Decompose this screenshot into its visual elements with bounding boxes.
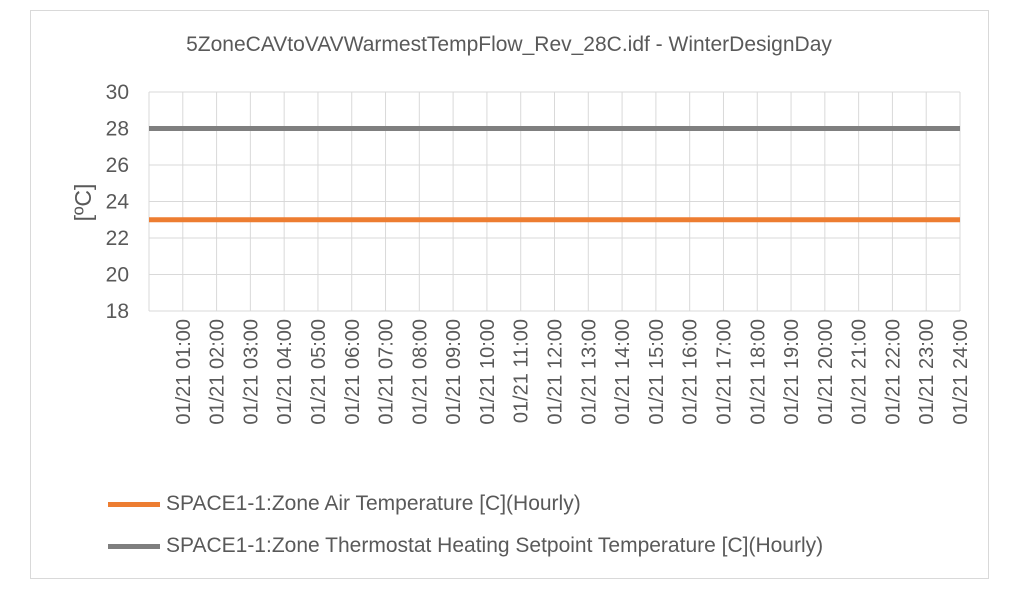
chart-frame [30,10,989,579]
x-tick-label: 01/21 09:00 [443,319,465,425]
x-tick-label: 01/21 12:00 [545,319,567,425]
x-tick-label: 01/21 24:00 [950,319,972,425]
legend-swatch-gray [108,543,160,549]
x-tick-label: 01/21 17:00 [713,319,735,425]
legend-swatch-orange [108,501,160,507]
x-tick-label: 01/21 07:00 [376,319,398,425]
y-tick-label: 26 [106,154,129,177]
x-tick-label: 01/21 15:00 [646,319,668,425]
x-tick-label: 01/21 01:00 [173,319,195,425]
y-axis-label: [ºC] [70,184,96,222]
x-tick-label: 01/21 23:00 [916,319,938,425]
x-tick-label: 01/21 13:00 [578,319,600,425]
x-tick-label: 01/21 21:00 [849,319,871,425]
x-tick-label: 01/21 16:00 [680,319,702,425]
x-tick-label: 01/21 11:00 [511,319,533,423]
x-tick-label: 01/21 18:00 [747,319,769,425]
x-tick-label: 01/21 10:00 [477,319,499,425]
x-tick-label: 01/21 20:00 [815,319,837,425]
chart-title: 5ZoneCAVtoVAVWarmestTempFlow_Rev_28C.idf… [186,33,832,56]
x-tick-label: 01/21 02:00 [207,319,229,425]
y-tick-label: 22 [106,227,129,250]
legend-label: SPACE1-1:Zone Air Temperature [C](Hourly… [166,492,581,515]
legend-item-heating-setpoint: SPACE1-1:Zone Thermostat Heating Setpoin… [108,534,823,558]
x-tick-label: 01/21 06:00 [342,319,364,425]
y-tick-label: 30 [106,81,129,104]
y-tick-label: 24 [106,191,130,214]
legend-label: SPACE1-1:Zone Thermostat Heating Setpoin… [166,534,824,557]
y-tick-label: 28 [106,118,129,141]
x-tick-label: 01/21 08:00 [409,319,431,425]
y-tick-label: 18 [106,300,129,323]
legend-item-zone-air-temperature: SPACE1-1:Zone Air Temperature [C](Hourly… [108,492,581,516]
x-tick-label: 01/21 03:00 [240,319,262,425]
x-tick-label: 01/21 05:00 [308,319,330,425]
x-tick-label: 01/21 22:00 [882,319,904,425]
x-tick-label: 01/21 19:00 [781,319,803,425]
x-tick-label: 01/21 14:00 [612,319,634,425]
x-tick-label: 01/21 04:00 [274,319,296,425]
y-tick-label: 20 [106,264,129,287]
